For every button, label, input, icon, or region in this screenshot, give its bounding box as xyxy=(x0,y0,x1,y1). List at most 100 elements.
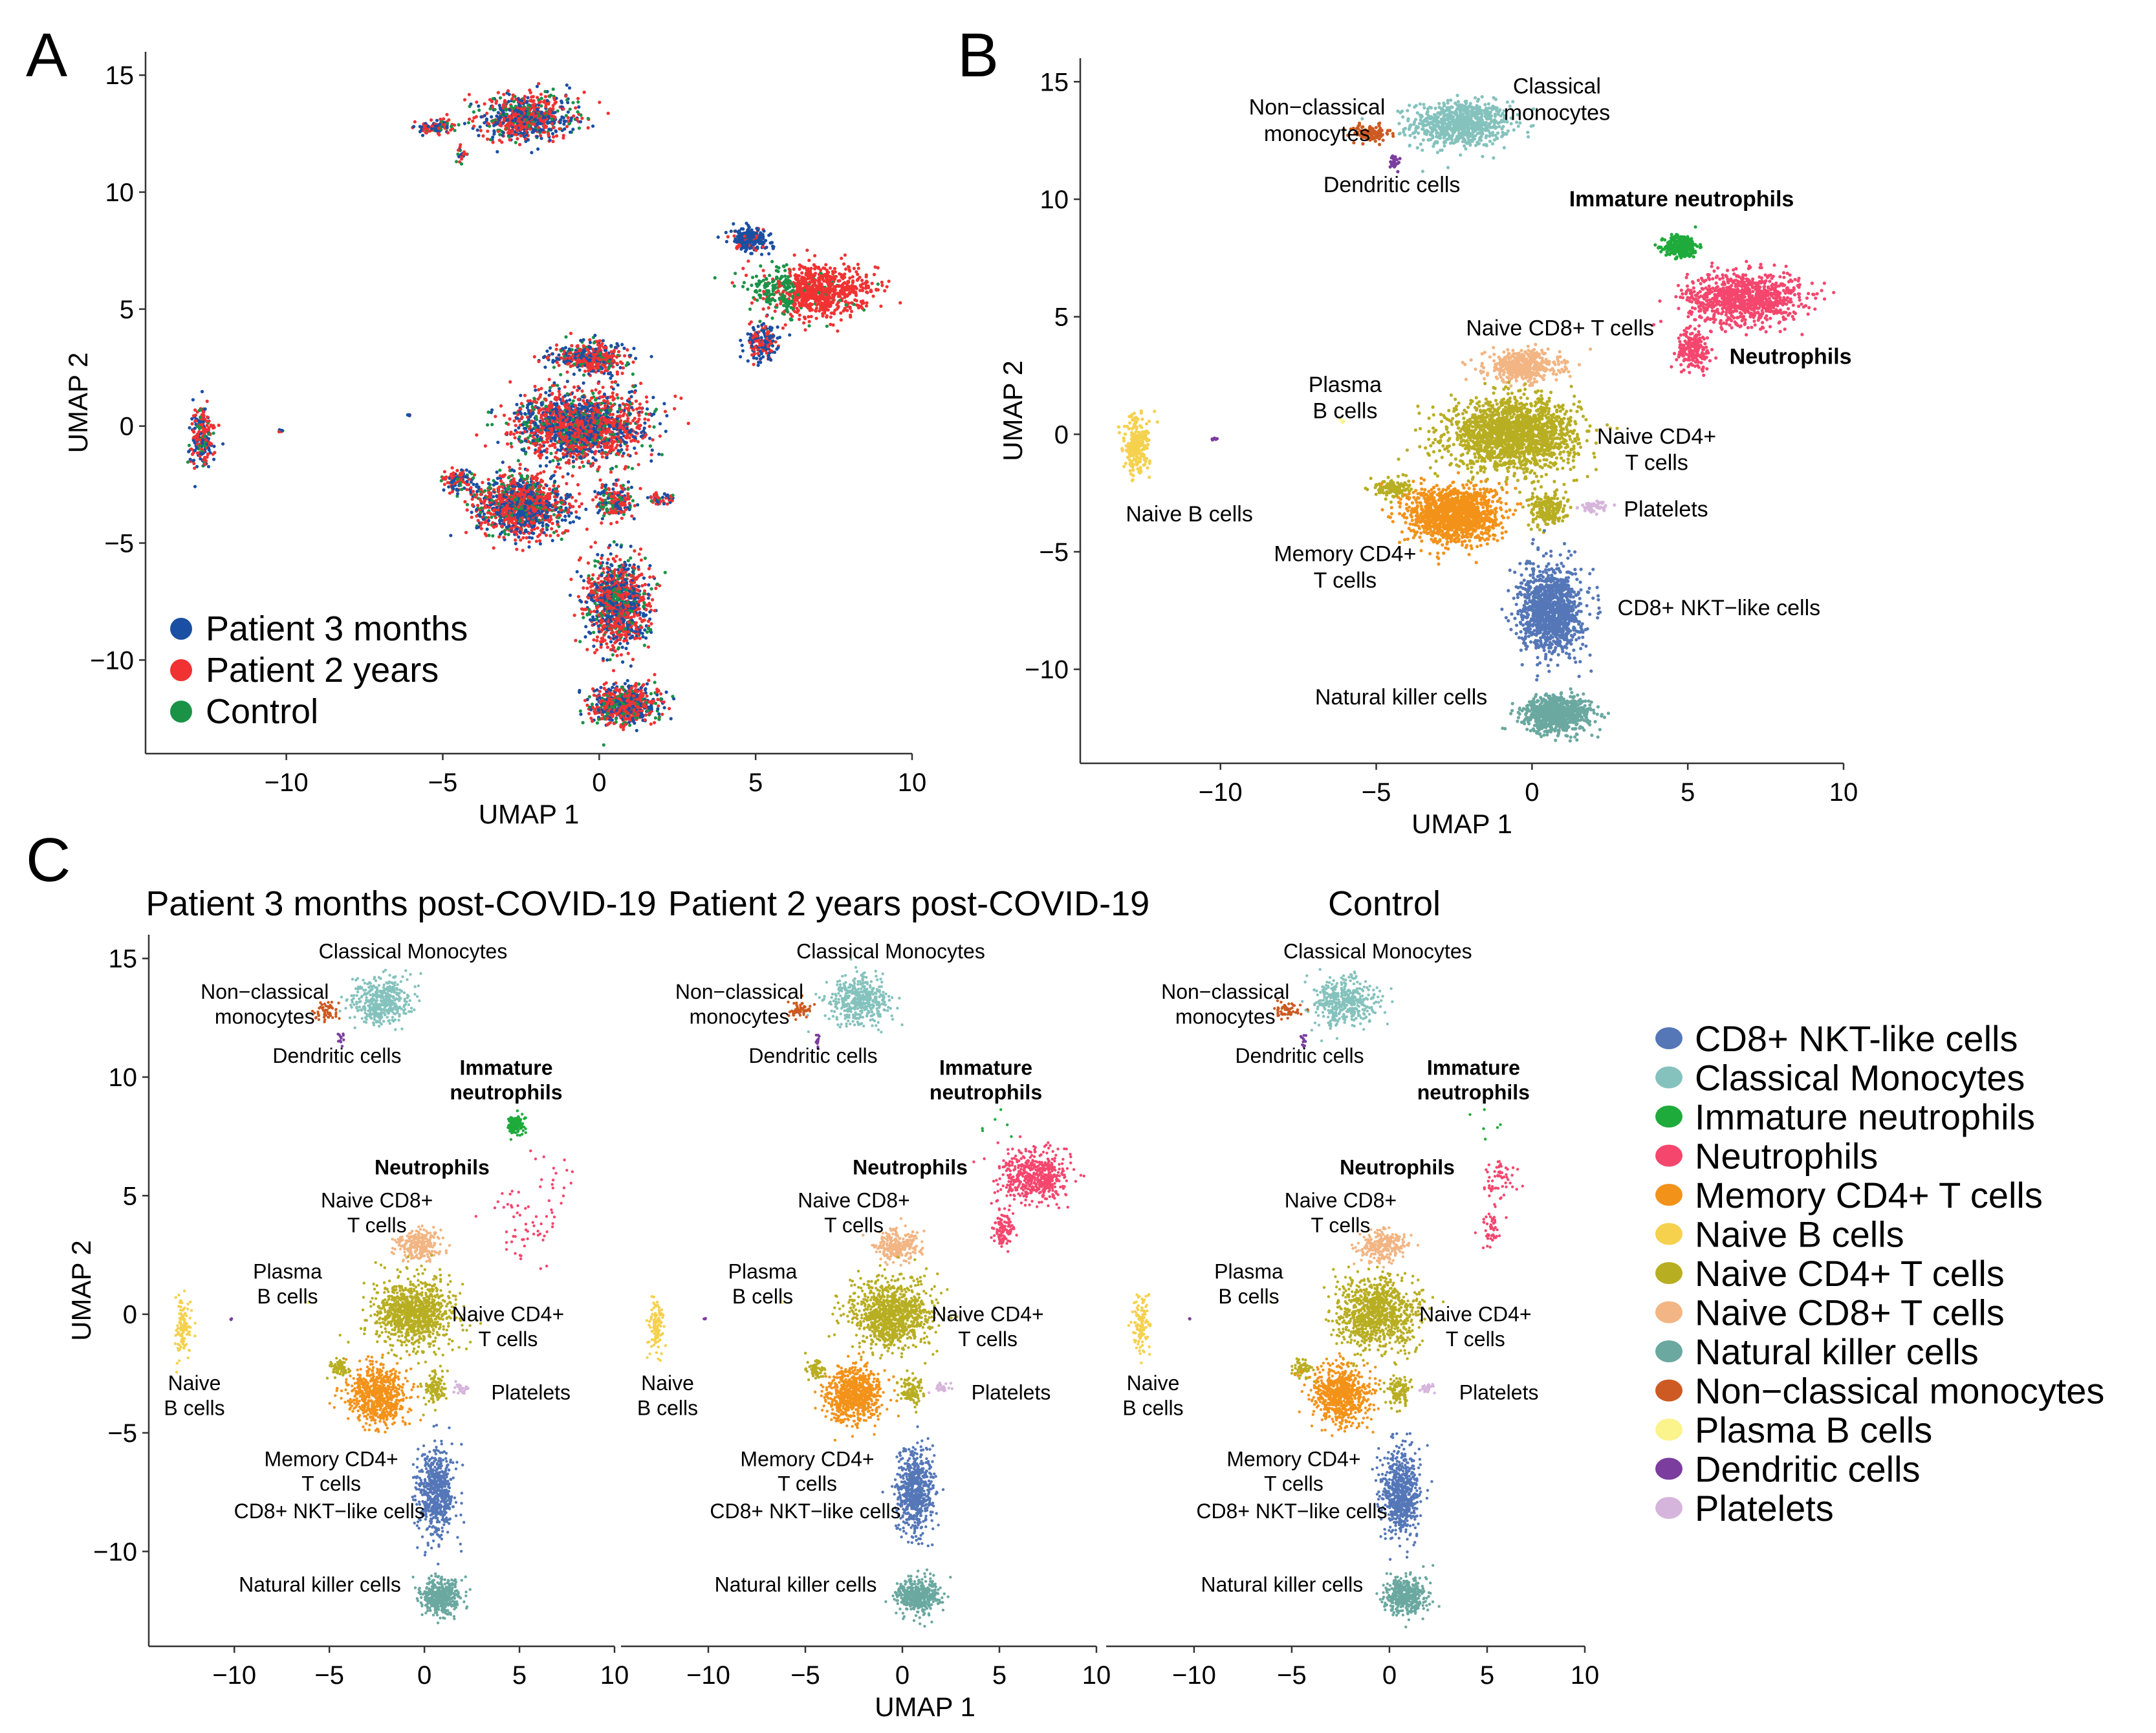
data-point xyxy=(587,117,590,120)
data-point xyxy=(532,99,536,102)
data-point xyxy=(537,397,540,400)
data-point xyxy=(541,408,545,411)
data-point xyxy=(833,267,836,270)
data-point xyxy=(739,234,742,237)
data-point xyxy=(477,109,481,112)
data-point xyxy=(651,438,655,441)
data-point xyxy=(605,357,608,360)
data-point xyxy=(777,270,780,273)
data-point xyxy=(593,402,596,406)
data-point xyxy=(551,352,554,355)
data-point xyxy=(572,386,576,389)
data-point xyxy=(824,263,827,267)
data-point xyxy=(865,304,868,307)
data-point xyxy=(446,125,449,129)
data-point xyxy=(834,292,837,296)
data-point xyxy=(772,289,775,292)
data-point xyxy=(619,444,622,447)
data-point xyxy=(753,239,756,243)
data-point xyxy=(524,452,527,455)
figure: A B C −10−5051015UMAP 2−10 −5 0 5 10UMAP 1Pa… xyxy=(0,0,2156,1733)
data-point xyxy=(569,332,572,335)
data-point xyxy=(564,406,567,409)
data-point xyxy=(558,414,561,417)
data-point xyxy=(858,276,862,279)
data-point xyxy=(487,482,490,485)
data-point xyxy=(750,230,754,234)
data-point xyxy=(771,344,774,347)
data-point xyxy=(770,292,774,296)
data-point xyxy=(748,226,751,229)
data-point xyxy=(582,416,585,419)
data-point xyxy=(574,431,577,435)
data-point xyxy=(593,430,596,433)
data-point xyxy=(430,127,433,131)
data-point xyxy=(508,380,512,384)
data-point xyxy=(523,115,526,118)
data-point xyxy=(755,235,758,238)
data-point xyxy=(647,419,650,422)
data-point xyxy=(481,135,485,138)
data-point xyxy=(523,131,526,135)
data-point xyxy=(535,428,538,431)
data-point xyxy=(548,444,551,448)
data-point xyxy=(521,404,525,408)
data-point xyxy=(752,348,756,351)
data-point xyxy=(800,289,803,292)
data-point xyxy=(844,254,847,257)
data-point xyxy=(579,339,582,342)
data-point xyxy=(598,344,601,347)
data-point xyxy=(734,237,737,241)
data-point xyxy=(536,125,539,129)
data-point xyxy=(465,468,468,472)
data-point xyxy=(598,101,601,104)
data-point xyxy=(496,441,499,444)
data-point xyxy=(540,426,543,430)
data-point xyxy=(748,240,751,243)
data-point xyxy=(582,395,585,398)
data-point xyxy=(443,124,446,127)
data-point xyxy=(573,424,576,427)
data-point xyxy=(450,125,453,128)
data-point xyxy=(646,408,649,411)
data-point xyxy=(754,289,757,292)
data-point xyxy=(587,460,590,463)
data-point xyxy=(550,416,554,419)
data-point xyxy=(591,412,594,415)
data-point xyxy=(562,360,565,364)
data-point xyxy=(419,130,422,133)
data-point xyxy=(769,241,772,245)
data-point xyxy=(615,479,618,482)
data-point xyxy=(427,125,430,128)
data-point xyxy=(571,455,574,459)
data-point xyxy=(807,324,811,327)
data-point xyxy=(759,265,762,268)
data-point xyxy=(817,267,820,270)
data-point xyxy=(446,131,450,135)
data-point xyxy=(530,116,533,119)
data-point xyxy=(614,380,617,384)
data-point xyxy=(792,303,796,306)
data-point xyxy=(547,115,550,118)
data-point xyxy=(578,127,581,130)
data-point xyxy=(468,93,471,96)
data-point xyxy=(487,478,490,481)
data-point xyxy=(805,248,809,252)
data-point xyxy=(638,402,642,406)
data-point xyxy=(631,419,635,422)
data-point xyxy=(569,441,572,444)
data-point xyxy=(605,453,609,456)
data-point xyxy=(585,347,589,351)
data-point xyxy=(734,230,737,233)
data-point xyxy=(510,130,514,133)
data-point xyxy=(488,98,492,102)
data-point xyxy=(765,285,768,288)
data-point xyxy=(814,300,817,303)
data-point xyxy=(536,147,539,151)
data-point xyxy=(756,299,759,302)
data-point xyxy=(571,127,574,131)
data-point xyxy=(609,468,613,471)
data-point xyxy=(633,504,637,507)
data-point xyxy=(547,355,550,358)
data-point xyxy=(839,311,842,314)
